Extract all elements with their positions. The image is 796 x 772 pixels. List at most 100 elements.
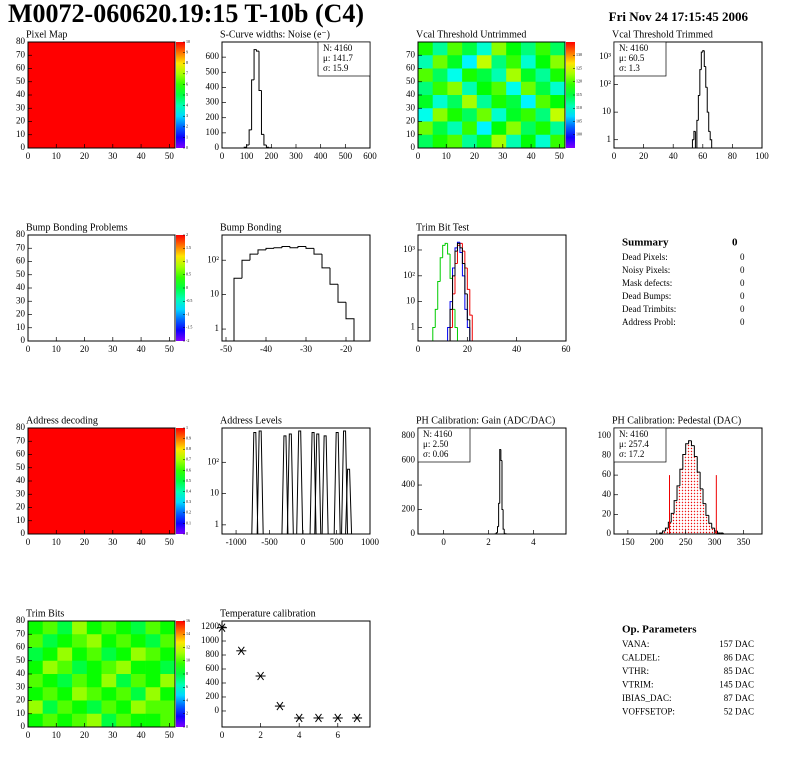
histogram-bin: [249, 253, 258, 261]
colorbar: [176, 235, 185, 341]
heat-cell: [28, 42, 176, 149]
frame: [417, 234, 567, 342]
y-tick-label: 20: [602, 508, 612, 518]
x-tick-label: 20: [80, 730, 90, 740]
heat-cell: [42, 687, 58, 701]
heat-cell: [101, 700, 117, 715]
heat-cell: [520, 81, 536, 96]
heat-cell: [72, 634, 88, 648]
x-tick-label: -30: [300, 344, 312, 354]
y-tick-label: 1: [215, 323, 220, 333]
x-tick-label: 0: [220, 730, 225, 740]
op-value: 87 DAC: [724, 693, 754, 703]
heat-cell: [145, 647, 161, 662]
heat-cell: [535, 42, 551, 56]
x-tick-label: 30: [108, 151, 118, 161]
pad-title: S-Curve widths: Noise (e⁻): [220, 29, 330, 40]
heat-cell: [28, 634, 43, 648]
heat-cell: [476, 81, 492, 96]
bin-fill: [700, 488, 704, 534]
heat-cell: [418, 121, 433, 136]
histogram-bin: [702, 488, 706, 505]
stats-line: N: 4160: [323, 43, 353, 53]
histogram-bin: [456, 242, 460, 252]
y-tick-label: 600: [402, 455, 416, 465]
colorbar-label: 14: [186, 631, 190, 636]
summary-count: 0: [740, 278, 745, 288]
y-tick-label: 20: [16, 309, 26, 319]
heat-cell: [160, 700, 176, 715]
histogram-bin: [281, 246, 290, 248]
heat-cell: [520, 68, 536, 83]
heat-cell: [476, 42, 492, 56]
heat-cell: [520, 95, 536, 109]
heat-cell: [72, 674, 88, 688]
y-tick-label: 0: [21, 528, 26, 538]
spike: [341, 430, 349, 535]
heat-cell: [447, 95, 463, 109]
heat-cell: [160, 621, 176, 635]
op-label: IBIAS_DAC:: [622, 693, 672, 703]
x-tick-label: 250: [679, 537, 693, 547]
colorbar-label: 115: [576, 92, 582, 97]
pad-title: Trim Bit Test: [416, 222, 469, 233]
y-tick-label: 300: [206, 97, 220, 107]
colorbar-label: -1.5: [186, 325, 192, 330]
heat-cell: [130, 687, 146, 701]
heat-cell: [550, 134, 566, 149]
histogram-bin: [337, 284, 346, 303]
colorbar-label: 0.5: [186, 272, 191, 277]
colorbar-label: 0: [186, 285, 188, 290]
pad-title: PH Calibration: Pedestal (DAC): [612, 415, 741, 426]
stats-line: σ: 1.3: [619, 63, 640, 73]
heat-cell: [160, 687, 176, 701]
heat-cell: [418, 95, 433, 109]
histogram-bin: [699, 472, 704, 490]
colorbar-label: 120: [576, 79, 582, 84]
histogram-bin: [305, 246, 314, 249]
histogram-bin: [497, 526, 499, 533]
colorbar-label: -1: [186, 311, 189, 316]
op-label: VANA:: [622, 639, 649, 649]
heat-cell: [42, 700, 58, 715]
colorbar-label: 0: [186, 145, 188, 150]
heat-cell: [491, 55, 507, 69]
stats-line: N: 4160: [619, 43, 649, 53]
colorbar-label: 10: [186, 658, 190, 663]
y-tick-label: 60: [406, 63, 416, 73]
heat-cell: [160, 660, 176, 675]
colorbar-label: 2: [186, 124, 188, 129]
y-tick-label: 60: [16, 449, 26, 459]
heat-cell: [432, 121, 448, 136]
heat-cell: [101, 660, 117, 675]
histogram-bin: [444, 242, 448, 246]
summary-count: 0: [740, 252, 745, 262]
bin-fill: [662, 531, 666, 534]
x-tick-label: 10: [52, 344, 62, 354]
op-value: 85 DAC: [724, 666, 754, 676]
histogram-bin: [329, 267, 338, 285]
x-tick-label: 500: [330, 537, 344, 547]
summary-label: Dead Bumps:: [622, 291, 671, 301]
heat-cell: [160, 647, 176, 662]
heat-cell: [145, 687, 161, 701]
heat-cell: [116, 674, 132, 688]
x-tick-label: 50: [555, 151, 565, 161]
x-tick-label: 40: [527, 151, 537, 161]
heat-cell: [462, 55, 478, 69]
pad: Pixel Map 0 1 2 3 4 5 6 7 8 9 10 0 10 20 30 40 50 0 10 20 30 4…: [16, 29, 190, 161]
colorbar-label: 1.5: [186, 245, 191, 250]
heat-cell: [72, 700, 88, 715]
heat-cell: [535, 81, 551, 96]
x-tick-label: 350: [737, 537, 751, 547]
heat-cell: [86, 621, 102, 635]
y-tick-label: 10: [406, 129, 416, 139]
heat-cell: [42, 674, 58, 688]
heat-cell: [57, 713, 73, 728]
heat-cell: [72, 713, 88, 728]
heat-cell: [432, 55, 448, 69]
colorbar-label: 4: [186, 103, 188, 108]
histogram-bin: [257, 249, 266, 255]
spike: [256, 430, 264, 535]
bin-fill: [708, 523, 712, 534]
